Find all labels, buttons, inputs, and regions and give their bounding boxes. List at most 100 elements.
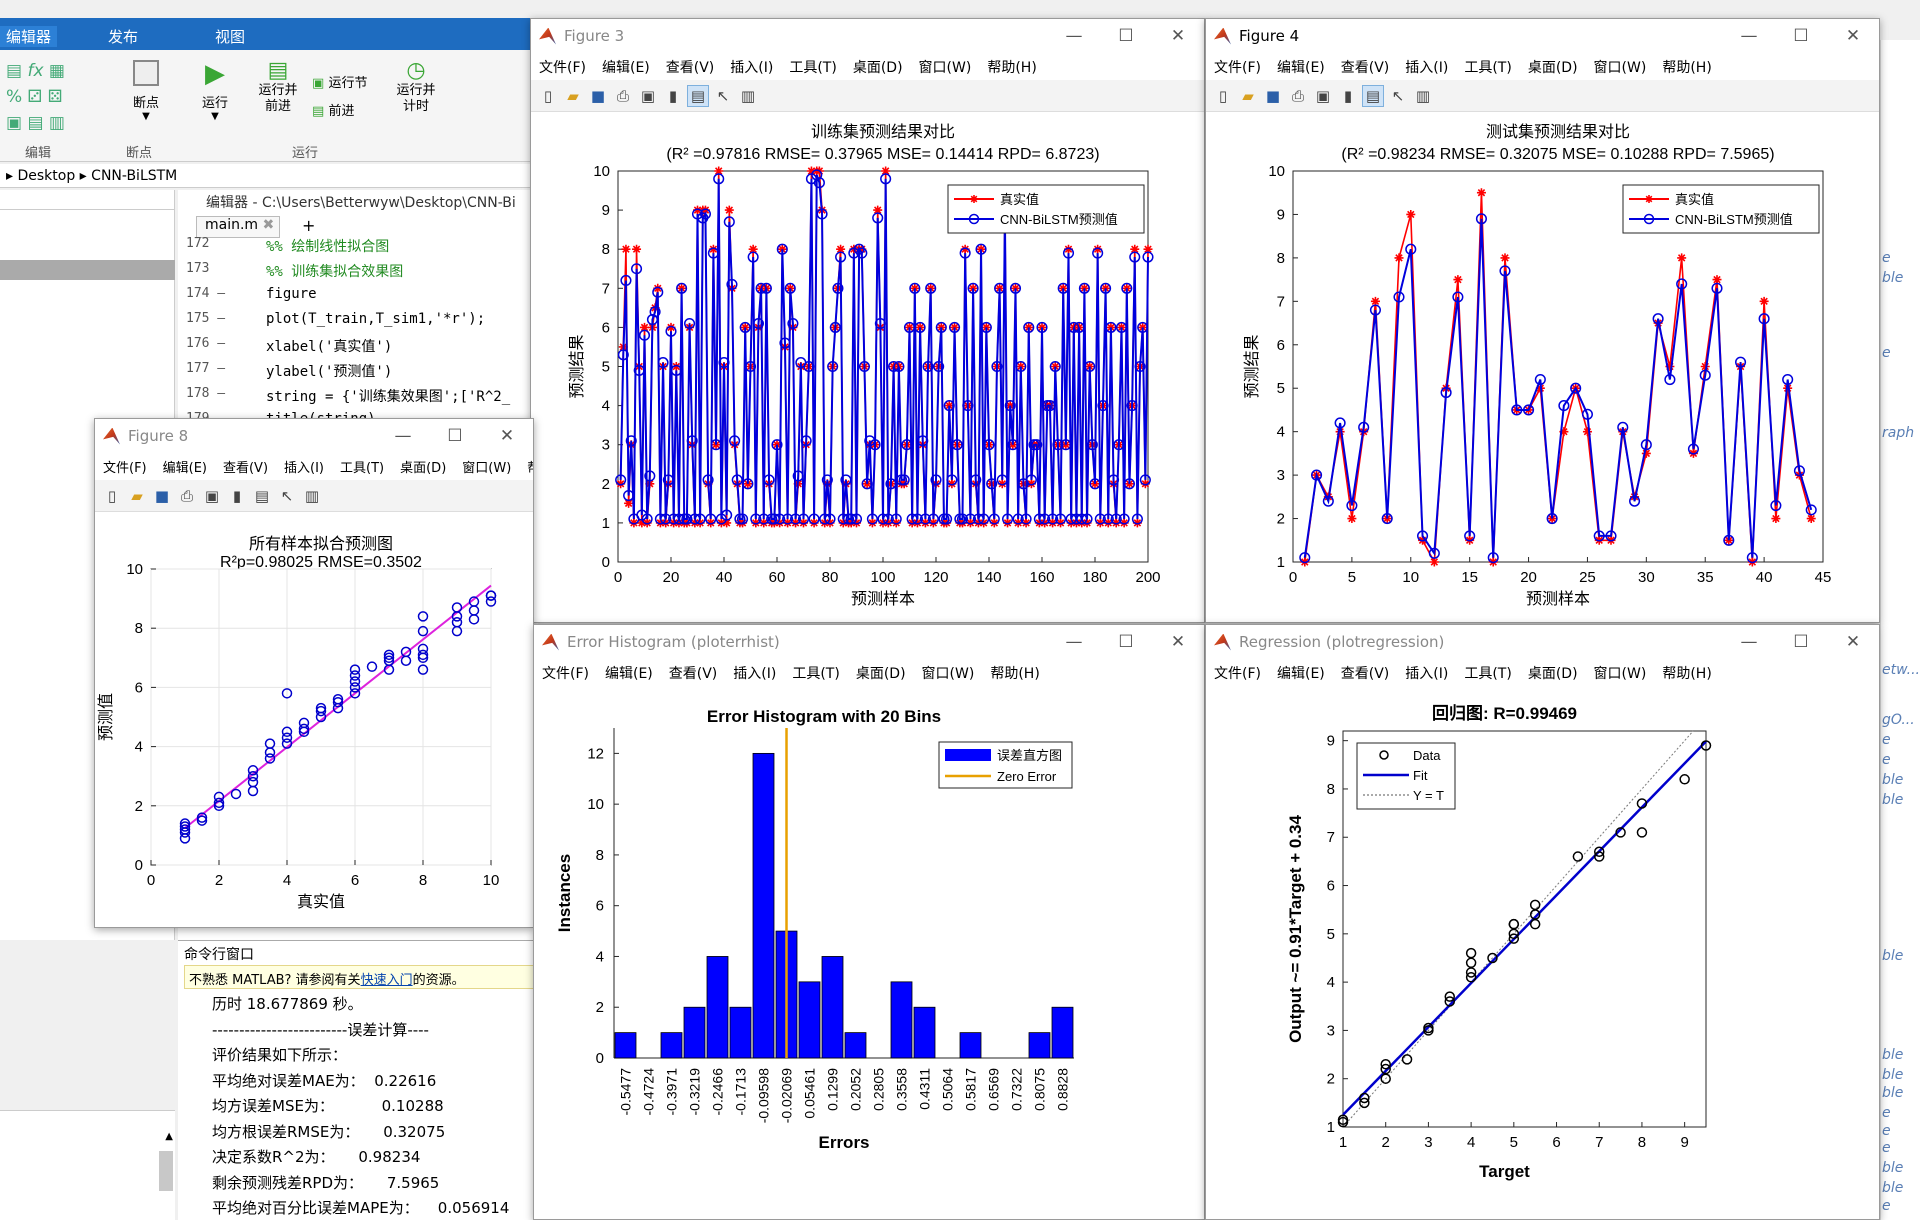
close-button[interactable]: ✕ <box>1170 632 1186 652</box>
open-icon[interactable]: ▰ <box>1242 86 1254 105</box>
menu-item[interactable]: 工具(T) <box>340 461 385 476</box>
menu-item[interactable]: 帮助(H) <box>987 59 1037 76</box>
menu-item[interactable]: 编辑(E) <box>1276 665 1325 682</box>
pointer-icon[interactable]: ↖ <box>1391 86 1405 105</box>
menu-item[interactable]: 帮助(H) <box>1662 59 1712 76</box>
pointer-icon[interactable]: ↖ <box>280 486 294 505</box>
maximize-button[interactable]: ☐ <box>1793 632 1809 652</box>
code-line[interactable]: string = {'训练集效果图';['R^2_ <box>266 389 511 405</box>
code-line[interactable]: %% 训练集拟合效果图 <box>266 264 404 280</box>
maximize-button[interactable]: ☐ <box>1793 26 1809 46</box>
maximize-button[interactable]: ☐ <box>1118 26 1134 46</box>
property-editor-icon[interactable]: ▥ <box>740 86 756 105</box>
save-icon[interactable]: ■ <box>590 86 606 105</box>
menu-item[interactable]: 查看(V) <box>222 461 269 476</box>
menu-item[interactable]: 文件(F) <box>103 461 147 476</box>
menu-item[interactable]: 窗口(W) <box>1593 665 1647 682</box>
maximize-button[interactable]: ☐ <box>447 426 463 446</box>
pointer-icon[interactable]: ↖ <box>716 86 730 105</box>
advance-button[interactable]: ▤ 前进 <box>312 104 355 119</box>
menu-item[interactable]: 帮助(H) <box>990 665 1040 682</box>
close-button[interactable]: ✕ <box>499 426 515 446</box>
menu-item[interactable]: 编辑(E) <box>601 59 650 76</box>
editor-tab-main[interactable]: main.m ✖ <box>196 216 280 238</box>
menu-item[interactable]: 插入(I) <box>730 59 774 76</box>
menu-item[interactable]: 桌面(D) <box>852 59 903 76</box>
print-icon[interactable]: ⎙ <box>1291 86 1304 105</box>
menu-item[interactable]: 文件(F) <box>1214 59 1261 76</box>
legend-icon[interactable]: ▤ <box>1362 84 1384 107</box>
menu-item[interactable]: 帮助(H) <box>519 457 533 476</box>
menu-item[interactable]: 帮助(H) <box>1662 665 1712 682</box>
menu-item[interactable]: 查看(V) <box>1340 665 1390 682</box>
colorbar-icon[interactable]: ▮ <box>1343 86 1353 105</box>
menu-item[interactable]: 查看(V) <box>665 59 715 76</box>
legend-icon[interactable]: ▤ <box>254 486 270 505</box>
tab-editor[interactable]: 编辑器 <box>0 26 58 47</box>
menu-item[interactable]: 编辑(E) <box>1276 59 1325 76</box>
menu-item[interactable]: 桌面(D) <box>1527 665 1578 682</box>
save-icon[interactable]: ■ <box>1265 86 1281 105</box>
link-plot-icon[interactable]: ▣ <box>204 486 220 505</box>
edit-tools-icon[interactable]: ▤ fx ▦% ⚂ ⚄ ▣ ▤ ▥ <box>6 61 65 133</box>
menu-item[interactable]: 工具(T) <box>789 59 837 76</box>
menu-item[interactable]: 工具(T) <box>1464 59 1512 76</box>
close-button[interactable]: ✕ <box>1170 26 1186 46</box>
menu-item[interactable]: 窗口(W) <box>918 59 972 76</box>
tab-publish[interactable]: 发布 <box>108 28 139 46</box>
run-time-button[interactable]: ◷ 运行并 计时 <box>392 58 440 115</box>
maximize-button[interactable]: ☐ <box>1118 632 1134 652</box>
menu-item[interactable]: 窗口(W) <box>921 665 975 682</box>
menu-item[interactable]: 文件(F) <box>542 665 589 682</box>
file-selected[interactable] <box>0 260 175 280</box>
tab-view[interactable]: 视图 <box>215 28 246 46</box>
run-button[interactable]: ▶ 运行 ▼ <box>195 60 235 122</box>
print-icon[interactable]: ⎙ <box>180 486 193 505</box>
minimize-button[interactable]: — <box>1065 26 1083 46</box>
code-line[interactable]: %% 绘制线性拟合图 <box>266 239 390 255</box>
quick-start-link[interactable]: 快速入门 <box>360 973 413 988</box>
menu-item[interactable]: 文件(F) <box>1214 665 1261 682</box>
menu-item[interactable]: 桌面(D) <box>1527 59 1578 76</box>
menu-item[interactable]: 编辑(E) <box>162 461 207 476</box>
link-plot-icon[interactable]: ▣ <box>640 86 656 105</box>
close-button[interactable]: ✕ <box>1845 26 1861 46</box>
scrollbar-thumb[interactable] <box>159 1151 173 1191</box>
breakpoint-button[interactable]: 断点 ▼ <box>126 60 166 122</box>
legend-icon[interactable]: ▤ <box>687 84 709 107</box>
property-editor-icon[interactable]: ▥ <box>1415 86 1431 105</box>
menu-item[interactable]: 插入(I) <box>1405 59 1449 76</box>
code-line[interactable]: plot(T_train,T_sim1,'*r'); <box>266 311 486 327</box>
code-line[interactable]: figure <box>266 286 317 302</box>
menu-item[interactable]: 文件(F) <box>539 59 586 76</box>
scroll-up-icon[interactable]: ▲ <box>165 1131 173 1142</box>
new-figure-icon[interactable]: ▯ <box>1218 86 1228 105</box>
new-figure-icon[interactable]: ▯ <box>107 486 117 505</box>
code-line[interactable]: ylabel('预测值') <box>266 364 393 380</box>
minimize-button[interactable]: — <box>1740 26 1758 46</box>
close-icon[interactable]: ✖ <box>262 217 275 233</box>
menu-item[interactable]: 窗口(W) <box>1593 59 1647 76</box>
add-tab-button[interactable]: + <box>302 216 316 235</box>
menu-item[interactable]: 插入(I) <box>1405 665 1449 682</box>
menu-item[interactable]: 插入(I) <box>284 461 325 476</box>
colorbar-icon[interactable]: ▮ <box>668 86 678 105</box>
menu-item[interactable]: 桌面(D) <box>400 461 447 476</box>
save-icon[interactable]: ■ <box>154 486 170 505</box>
open-icon[interactable]: ▰ <box>567 86 579 105</box>
minimize-button[interactable]: — <box>1740 632 1758 652</box>
minimize-button[interactable]: — <box>1065 632 1083 652</box>
close-button[interactable]: ✕ <box>1845 632 1861 652</box>
print-icon[interactable]: ⎙ <box>616 86 629 105</box>
menu-item[interactable]: 查看(V) <box>668 665 718 682</box>
code-line[interactable]: xlabel('真实值') <box>266 339 393 355</box>
menu-item[interactable]: 窗口(W) <box>462 461 512 476</box>
menu-item[interactable]: 查看(V) <box>1340 59 1390 76</box>
colorbar-icon[interactable]: ▮ <box>232 486 242 505</box>
property-editor-icon[interactable]: ▥ <box>304 486 320 505</box>
menu-item[interactable]: 桌面(D) <box>855 665 906 682</box>
menu-item[interactable]: 插入(I) <box>733 665 777 682</box>
menu-item[interactable]: 编辑(E) <box>604 665 653 682</box>
menu-item[interactable]: 工具(T) <box>792 665 840 682</box>
open-icon[interactable]: ▰ <box>131 486 143 505</box>
